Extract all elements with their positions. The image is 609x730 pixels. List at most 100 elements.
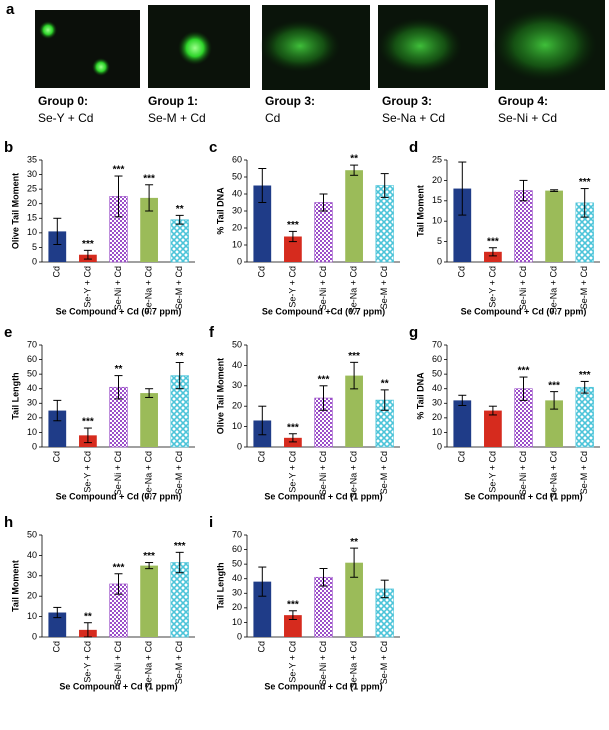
y-tick-label: 20 (232, 222, 242, 232)
y-tick-label: 20 (432, 175, 442, 185)
x-tick-label: Se-Ni + Cd (113, 266, 123, 310)
significance: *** (143, 551, 155, 562)
y-tick-label: 10 (232, 421, 242, 431)
y-tick-label: 40 (432, 383, 442, 393)
group-title: Group 4: (498, 94, 548, 108)
significance: *** (113, 165, 125, 176)
y-tick-label: 40 (232, 360, 242, 370)
bar (514, 190, 533, 263)
y-tick-label: 0 (237, 256, 242, 266)
y-tick-label: 50 (27, 529, 37, 539)
group-title: Group 0: (38, 94, 88, 108)
y-tick-label: 30 (432, 398, 442, 408)
y-tick-label: 20 (232, 401, 242, 411)
y-tick-label: 0 (237, 631, 242, 641)
group-title: Group 3: (382, 94, 432, 108)
x-tick-label: Se-Na + Cd (143, 641, 153, 688)
error-bar (288, 433, 297, 443)
significance: ** (176, 351, 184, 362)
significance: ** (176, 204, 184, 215)
y-tick-label: 35 (27, 154, 37, 164)
y-tick-label: 50 (232, 339, 242, 349)
y-tick-label: 10 (27, 427, 37, 437)
y-tick-label: 0 (237, 441, 242, 451)
y-tick-label: 30 (232, 380, 242, 390)
x-tick-label: Se-M + Cd (174, 451, 184, 494)
group-title: Group 3: (265, 94, 315, 108)
x-tick-label: Se-Ni + Cd (518, 451, 528, 495)
x-tick-label: Se-M + Cd (579, 451, 589, 494)
error-bar (114, 573, 123, 595)
bar (345, 375, 363, 447)
significance: ** (115, 364, 123, 375)
error-bar (580, 188, 589, 218)
y-tick-label: 0 (32, 631, 37, 641)
bar (284, 236, 302, 262)
bar (140, 393, 158, 447)
significance: *** (113, 562, 125, 573)
y-tick-label: 60 (27, 354, 37, 364)
error-bar (458, 161, 467, 216)
group-subtitle: Se-M + Cd (148, 111, 206, 125)
panel-label: c (209, 139, 217, 156)
bar (170, 562, 189, 638)
group-subtitle: Se-Na + Cd (382, 111, 445, 125)
bar (484, 251, 502, 262)
error-bar (114, 375, 123, 400)
x-tick-label: Se-Y + Cd (82, 266, 92, 308)
bar (140, 565, 158, 637)
error-bar (519, 179, 528, 202)
bar (345, 170, 363, 262)
y-tick-label: 25 (27, 184, 37, 194)
y-tick-label: 20 (432, 412, 442, 422)
y-axis-label: % Tail DNA (415, 372, 425, 420)
x-tick-label: Se-Y + Cd (287, 266, 297, 308)
group-title: Group 1: (148, 94, 198, 108)
y-tick-label: 10 (232, 239, 242, 249)
x-tick-label: Cd (457, 451, 467, 463)
x-tick-label: Se-M + Cd (174, 266, 184, 309)
x-tick-label: Se-Ni + Cd (113, 641, 123, 685)
panel-label: e (4, 324, 12, 341)
error-bar (350, 547, 359, 578)
y-tick-label: 30 (232, 588, 242, 598)
error-bar (83, 249, 92, 260)
significance: *** (348, 351, 360, 362)
bar (575, 386, 594, 448)
panel-label: d (409, 139, 418, 156)
y-tick-label: 10 (432, 427, 442, 437)
x-tick-label: Se-M + Cd (379, 641, 389, 684)
x-tick-label: Se-Y + Cd (487, 451, 497, 493)
y-axis-label: Tail Moment (10, 560, 20, 612)
x-axis-label: Se Compound + Cd (0.7 ppm) (461, 306, 587, 316)
x-tick-label: Cd (257, 451, 267, 463)
significance: *** (82, 239, 94, 250)
panel-label: i (209, 514, 213, 531)
error-bar (53, 606, 62, 619)
x-tick-label: Se-Y + Cd (287, 641, 297, 683)
x-tick-label: Se-Ni + Cd (318, 266, 328, 310)
x-tick-label: Cd (457, 266, 467, 278)
x-tick-label: Se-Ni + Cd (318, 641, 328, 685)
error-bar (258, 566, 267, 597)
significance: ** (84, 611, 92, 622)
y-tick-label: 70 (432, 339, 442, 349)
y-tick-label: 40 (27, 383, 37, 393)
y-tick-label: 60 (232, 154, 242, 164)
x-tick-label: Se-Na + Cd (548, 451, 558, 498)
panel-label: g (409, 324, 418, 341)
y-tick-label: 0 (437, 256, 442, 266)
x-tick-label: Se-Y + Cd (287, 451, 297, 493)
y-tick-label: 20 (27, 591, 37, 601)
error-bar (175, 361, 184, 390)
y-tick-label: 10 (432, 216, 442, 226)
error-bar (145, 562, 154, 570)
y-axis-label: Olive Tail Moment (215, 358, 225, 434)
x-tick-label: Se-Y + Cd (82, 451, 92, 493)
x-tick-label: Se-M + Cd (579, 266, 589, 309)
significance: *** (548, 380, 560, 391)
x-tick-label: Se-Y + Cd (82, 641, 92, 683)
y-tick-label: 50 (232, 559, 242, 569)
significance: *** (287, 422, 299, 433)
significance: ** (381, 379, 389, 390)
